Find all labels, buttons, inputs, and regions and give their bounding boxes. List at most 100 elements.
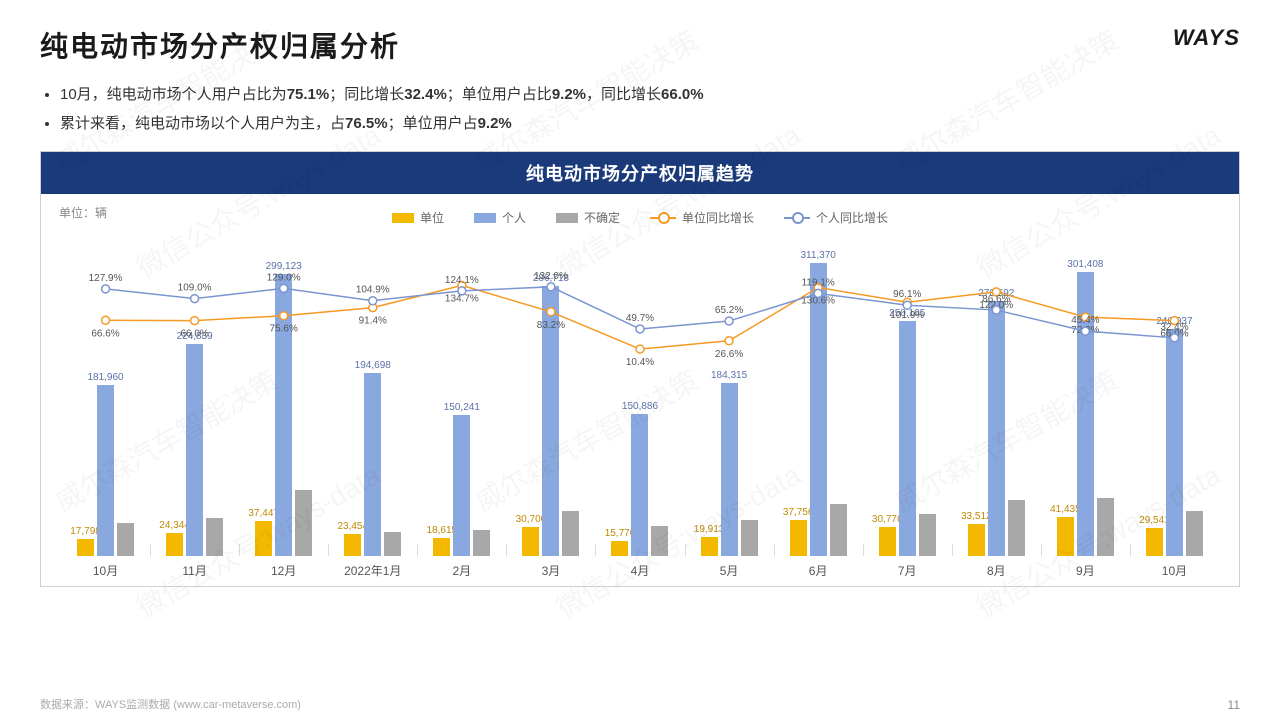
legend-label: 个人同比增长 bbox=[816, 209, 888, 226]
legend-item: 单位同比增长 bbox=[650, 209, 754, 226]
legend-label: 单位同比增长 bbox=[682, 209, 754, 226]
bar-group: 29,541240,93710月 bbox=[1134, 236, 1214, 556]
bar-unit: 23,454 bbox=[344, 534, 361, 556]
x-axis-label: 11月 bbox=[155, 556, 235, 579]
bar-value-label: 150,241 bbox=[444, 402, 480, 413]
bar-value-label: 224,839 bbox=[177, 331, 213, 342]
x-axis-label: 5月 bbox=[689, 556, 769, 579]
bar-personal: 311,370 bbox=[810, 263, 827, 556]
bars: 29,541240,937 bbox=[1134, 236, 1214, 556]
x-axis-label: 8月 bbox=[956, 556, 1036, 579]
bar-uncertain bbox=[384, 532, 401, 556]
bar-personal: 150,886 bbox=[631, 414, 648, 556]
bar-uncertain bbox=[830, 504, 847, 556]
bar-unit: 19,913 bbox=[701, 537, 718, 556]
bars: 30,776250,105 bbox=[867, 236, 947, 556]
legend-swatch bbox=[784, 217, 810, 219]
bar-group: 23,454194,6982022年1月 bbox=[333, 236, 413, 556]
legend: 单位个人不确定单位同比增长个人同比增长 bbox=[51, 204, 1229, 236]
bar-unit: 29,541 bbox=[1146, 528, 1163, 556]
legend-item: 个人同比增长 bbox=[784, 209, 888, 226]
bar-personal: 224,839 bbox=[186, 344, 203, 556]
bar-uncertain bbox=[919, 514, 936, 556]
chart-container: 纯电动市场分产权归属趋势 单位：辆 单位个人不确定单位同比增长个人同比增长 17… bbox=[40, 151, 1240, 587]
x-axis-label: 3月 bbox=[511, 556, 591, 579]
bar-uncertain bbox=[117, 523, 134, 556]
bar-unit: 15,770 bbox=[611, 541, 628, 556]
bar-unit: 17,798 bbox=[77, 539, 94, 556]
x-axis-label: 10月 bbox=[65, 556, 145, 579]
bar-personal: 184,315 bbox=[721, 383, 738, 556]
bar-value-label: 286,718 bbox=[533, 273, 569, 284]
bar-personal: 194,698 bbox=[364, 373, 381, 556]
bars: 15,770150,886 bbox=[600, 236, 680, 556]
bar-value-label: 240,937 bbox=[1156, 316, 1192, 327]
legend-item: 不确定 bbox=[556, 209, 620, 226]
bars: 37,447 299,123 bbox=[244, 236, 324, 556]
unit-label: 单位：辆 bbox=[59, 204, 107, 221]
bar-group: 30,776250,1057月 bbox=[867, 236, 947, 556]
bullet-item: 10月，纯电动市场个人用户占比为75.1%；同比增长32.4%；单位用户占比9.… bbox=[60, 83, 1240, 104]
bar-group: 19,913184,3155月 bbox=[689, 236, 769, 556]
bar-unit: 18,615 bbox=[433, 538, 450, 556]
bar-personal: 286,718 bbox=[542, 286, 559, 556]
x-axis-label: 12月 bbox=[244, 556, 324, 579]
legend-label: 不确定 bbox=[584, 209, 620, 226]
x-axis-label: 10月 bbox=[1134, 556, 1214, 579]
legend-swatch bbox=[474, 213, 496, 223]
footer-source: 数据来源：WAYS监测数据 (www.car-metaverse.com) bbox=[40, 696, 301, 712]
bar-unit: 30,776 bbox=[879, 527, 896, 556]
bar-personal: 181,960 bbox=[97, 385, 114, 556]
chart-title-banner: 纯电动市场分产权归属趋势 bbox=[41, 152, 1239, 194]
bar-value-label: 181,960 bbox=[87, 372, 123, 383]
bar-personal: 150,241 bbox=[453, 415, 470, 556]
bars: 41,435301,408 bbox=[1045, 236, 1125, 556]
legend-item: 个人 bbox=[474, 209, 526, 226]
bullet-item: 累计来看，纯电动市场以个人用户为主，占76.5%；单位用户占9.2% bbox=[60, 112, 1240, 133]
bar-group: 24,344224,83911月 bbox=[155, 236, 235, 556]
x-axis-label: 6月 bbox=[778, 556, 858, 579]
plot-area: 17,798181,96010月24,344224,83911月37,44729… bbox=[51, 236, 1229, 586]
bar-group: 33,512270,6928月 bbox=[956, 236, 1036, 556]
bar-uncertain bbox=[473, 530, 490, 556]
bar-group: 17,798181,96010月 bbox=[65, 236, 145, 556]
page-number: 11 bbox=[1228, 698, 1240, 712]
plot-inner: 17,798181,96010月24,344224,83911月 37,447 29… bbox=[61, 236, 1219, 556]
bar-group: 41,435301,4089月 bbox=[1045, 236, 1125, 556]
page-title: 纯电动市场分产权归属分析 bbox=[40, 25, 400, 65]
bar-personal: 301,408 bbox=[1077, 272, 1094, 556]
bars: 19,913184,315 bbox=[689, 236, 769, 556]
bullet-list: 10月，纯电动市场个人用户占比为75.1%；同比增长32.4%；单位用户占比9.… bbox=[40, 83, 1240, 133]
bar-uncertain bbox=[206, 518, 223, 556]
bar-uncertain bbox=[295, 490, 312, 556]
bar-personal: 240,937 bbox=[1166, 329, 1183, 556]
bar-unit: 37,447 bbox=[255, 521, 272, 556]
bar-uncertain bbox=[651, 526, 668, 556]
bar-value-label: 311,370 bbox=[800, 250, 835, 261]
bars: 18,615150,241 bbox=[422, 236, 502, 556]
legend-swatch bbox=[392, 213, 414, 223]
x-axis-label: 9月 bbox=[1045, 556, 1125, 579]
bar-group: 30,700286,7183月 bbox=[511, 236, 591, 556]
bar-value-label: 299,123 bbox=[266, 261, 302, 272]
bar-value-label: 270,692 bbox=[978, 288, 1014, 299]
bars: 23,454194,698 bbox=[333, 236, 413, 556]
header: 纯电动市场分产权归属分析 WAYS bbox=[40, 25, 1240, 65]
bar-uncertain bbox=[1097, 498, 1114, 556]
bars: 37,756311,370 bbox=[778, 236, 858, 556]
bar-unit: 33,512 bbox=[968, 524, 985, 556]
bar-value-label: 301,408 bbox=[1067, 259, 1103, 270]
bar-uncertain bbox=[1008, 500, 1025, 556]
bars: 17,798181,960 bbox=[65, 236, 145, 556]
bars: 33,512 270,692 bbox=[956, 236, 1036, 556]
chart-body: 单位：辆 单位个人不确定单位同比增长个人同比增长 17,798181,96010… bbox=[41, 194, 1239, 586]
legend-swatch bbox=[650, 217, 676, 219]
bars: 24,344224,839 bbox=[155, 236, 235, 556]
logo: WAYS bbox=[1173, 25, 1240, 51]
bar-uncertain bbox=[562, 511, 579, 556]
bar-uncertain bbox=[741, 520, 758, 556]
bar-value-label: 184,315 bbox=[711, 370, 747, 381]
x-axis-label: 7月 bbox=[867, 556, 947, 579]
x-axis-label: 2月 bbox=[422, 556, 502, 579]
legend-label: 个人 bbox=[502, 209, 526, 226]
